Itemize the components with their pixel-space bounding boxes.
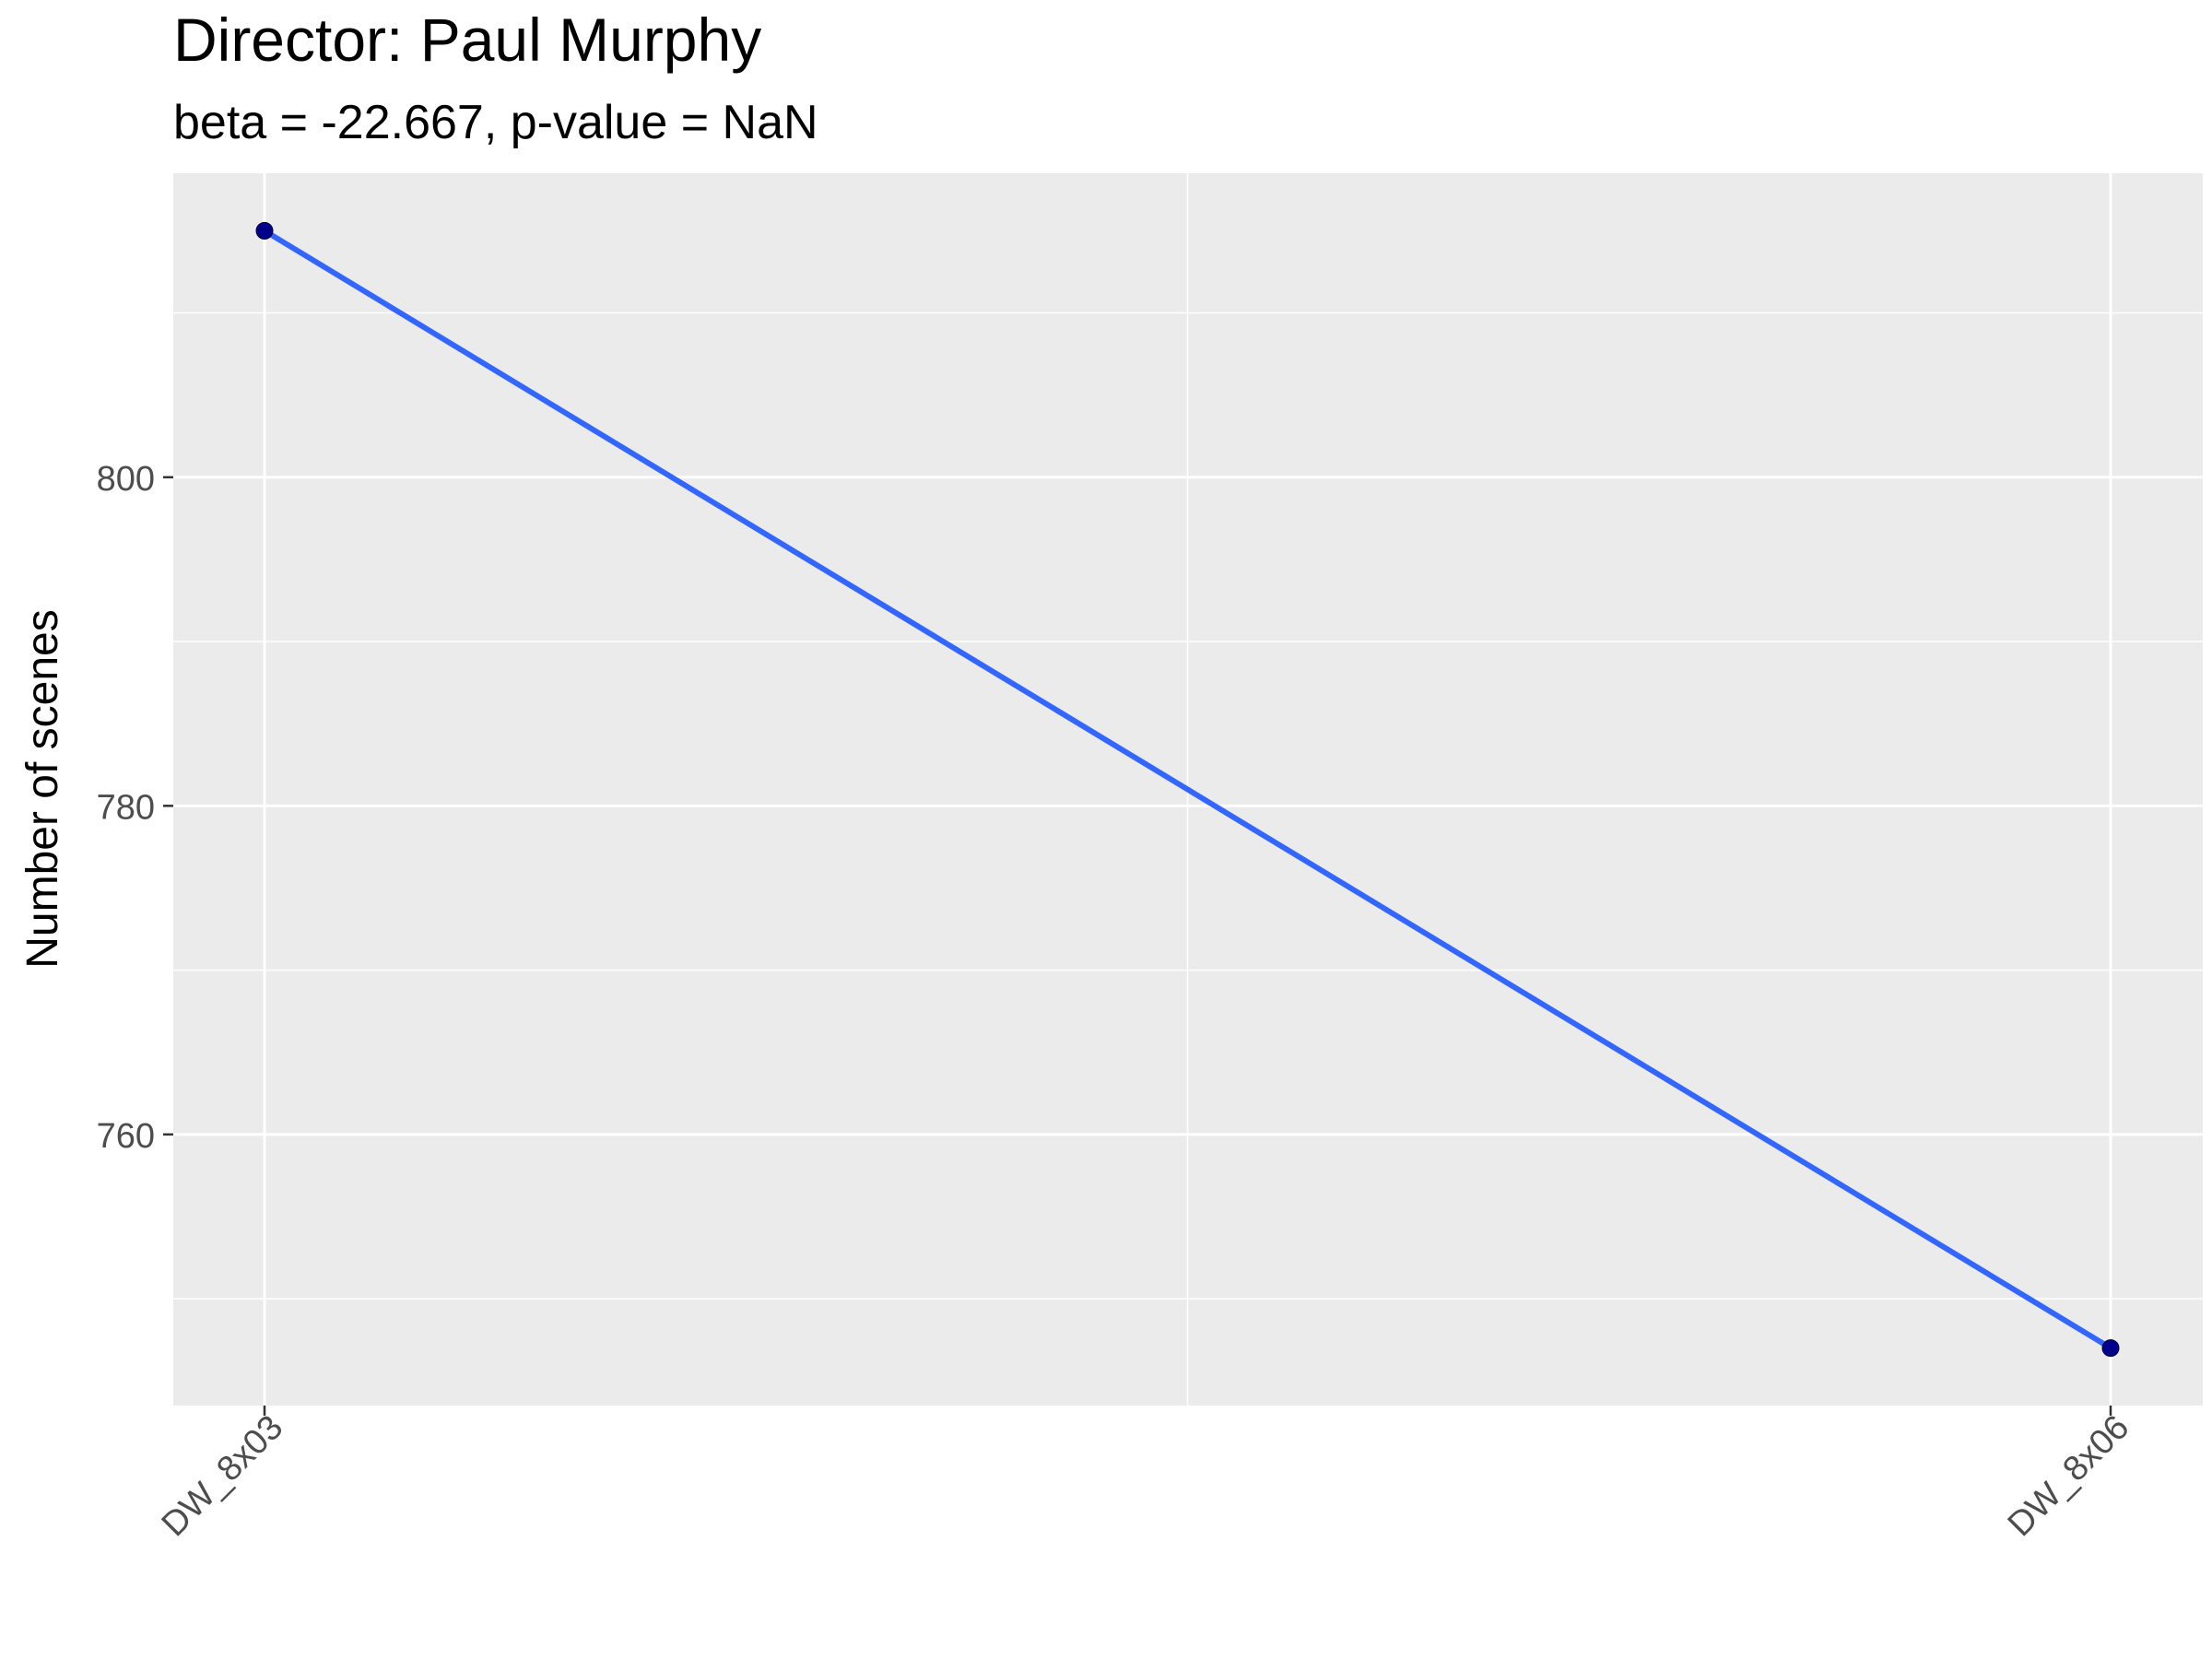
data-point — [2101, 1339, 2120, 1358]
chart-subtitle: beta = -22.667, p-value = NaN — [173, 96, 818, 149]
y-axis: 760 780 800 — [97, 460, 173, 1156]
y-tick-label: 780 — [97, 788, 155, 827]
trend-line — [263, 228, 2112, 1351]
y-tick-label: 800 — [97, 460, 155, 499]
data-points — [255, 221, 2120, 1358]
minor-gridlines — [173, 173, 2203, 1406]
chart-title: Director: Paul Murphy — [173, 6, 761, 74]
major-gridlines — [173, 173, 2203, 1406]
x-axis: DW_8x03 DW_8x06 — [155, 1406, 2137, 1545]
trend-line-layer — [263, 228, 2112, 1351]
x-tick-label: DW_8x06 — [2001, 1408, 2137, 1545]
y-tick-label: 760 — [97, 1117, 155, 1156]
data-point — [255, 221, 274, 240]
y-axis-title: Number of scenes — [18, 609, 67, 969]
x-tick-label: DW_8x03 — [155, 1408, 291, 1545]
